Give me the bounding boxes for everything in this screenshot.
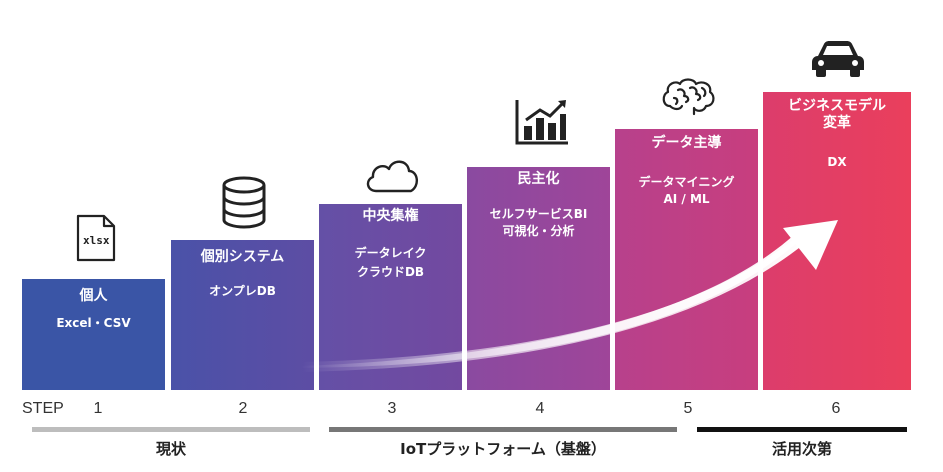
phase-bar-iot-platform bbox=[329, 427, 677, 432]
phase-bar-current bbox=[32, 427, 310, 432]
phase-label-utilization: 活用次第 bbox=[771, 440, 832, 458]
step-6-title: ビジネスモデル bbox=[788, 98, 886, 114]
step-3-title: 中央集権 bbox=[362, 208, 419, 224]
phase-label-current: 現状 bbox=[155, 440, 186, 458]
step-number-4: 4 bbox=[535, 400, 545, 417]
cloud-icon bbox=[362, 153, 422, 199]
step-4-subtitle-1: セルフサービスBI bbox=[489, 207, 588, 221]
step-number-6: 6 bbox=[831, 400, 841, 417]
xlsx-icon-label: xlsx bbox=[83, 234, 110, 247]
step-number-1: 1 bbox=[93, 400, 103, 417]
xlsx-file-icon: xlsx bbox=[76, 214, 116, 266]
step-5-block: データ主導 データマイニング AI / ML bbox=[615, 129, 758, 390]
step-4-subtitle-2: 可視化・分析 bbox=[502, 224, 575, 238]
step-4-title: 民主化 bbox=[517, 171, 560, 187]
database-icon bbox=[220, 176, 268, 234]
step-label: STEP bbox=[22, 400, 64, 417]
step-1-subtitle: Excel・CSV bbox=[56, 316, 131, 330]
step-1-title: 個人 bbox=[79, 288, 108, 304]
step-2-title: 個別システム bbox=[200, 249, 285, 265]
bar-chart-icon bbox=[514, 98, 570, 150]
step-number-5: 5 bbox=[683, 400, 693, 417]
step-2-block: 個別システム オンプレDB bbox=[171, 240, 314, 390]
phase-bar-utilization bbox=[697, 427, 907, 432]
step-number-2: 2 bbox=[238, 400, 248, 417]
step-5-title: データ主導 bbox=[651, 135, 722, 151]
step-5-subtitle-2: AI / ML bbox=[663, 192, 710, 206]
phase-label-iot-platform: IoTプラットフォーム（基盤） bbox=[400, 440, 606, 458]
step-3-subtitle-2: クラウドDB bbox=[356, 265, 425, 279]
step-3-subtitle-1: データレイク bbox=[354, 246, 427, 260]
step-5-subtitle-1: データマイニング bbox=[638, 175, 735, 189]
step-6-subtitle: DX bbox=[827, 155, 847, 169]
step-6-title-2: 変革 bbox=[823, 115, 851, 131]
step-2-subtitle: オンプレDB bbox=[209, 284, 276, 298]
brain-icon bbox=[660, 76, 716, 120]
car-icon bbox=[810, 38, 866, 84]
step-1-block: 個人 Excel・CSV bbox=[22, 279, 165, 390]
step-number-3: 3 bbox=[387, 400, 397, 417]
